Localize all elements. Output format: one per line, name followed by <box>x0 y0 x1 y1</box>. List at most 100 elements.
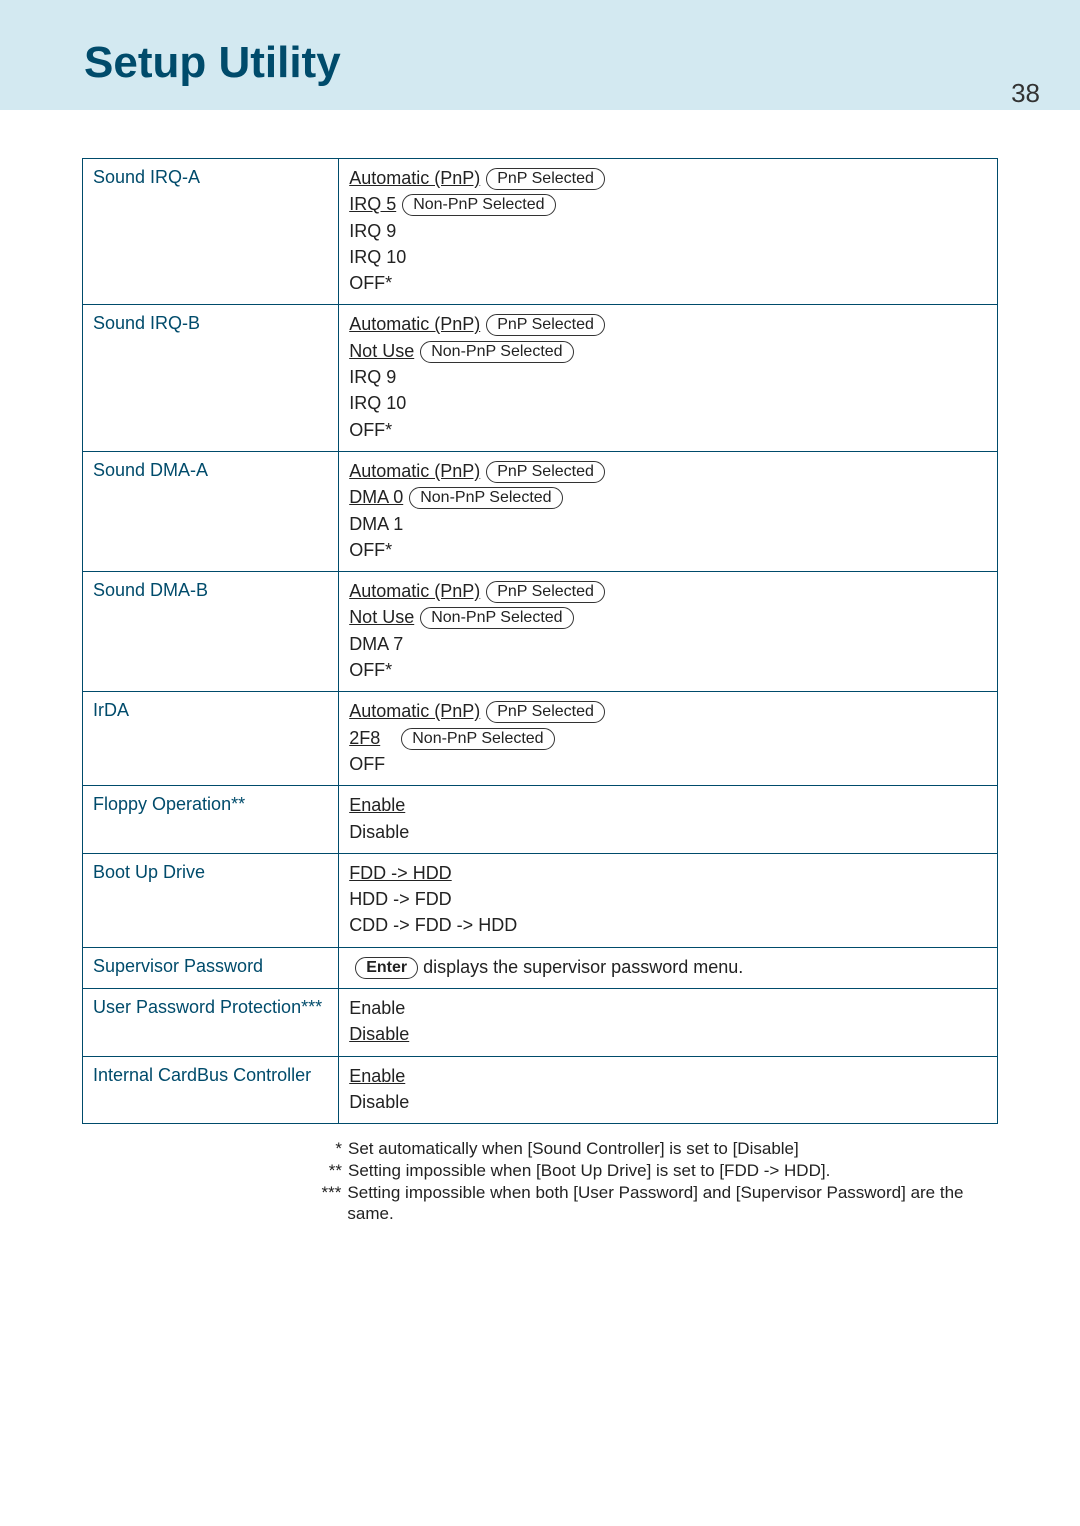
header-band: Setup Utility 38 <box>0 0 1080 110</box>
option-text: Automatic (PnP) <box>349 701 480 721</box>
pnp-pill: PnP Selected <box>486 314 605 336</box>
footnote-text: Setting impossible when [Boot Up Drive] … <box>348 1160 830 1182</box>
table-row: Floppy Operation**EnableDisable <box>83 786 998 854</box>
nonpnp-pill: Non-PnP Selected <box>401 728 554 750</box>
option-line: Automatic (PnP) PnP Selected <box>349 311 987 337</box>
nonpnp-pill: Non-PnP Selected <box>409 487 562 509</box>
setting-options: EnableDisable <box>339 786 998 854</box>
option-text: FDD -> HDD <box>349 863 452 883</box>
setting-options: Enable Disable <box>339 989 998 1057</box>
option-line: Automatic (PnP) PnP Selected <box>349 698 987 724</box>
option-line: Automatic (PnP) PnP Selected <box>349 578 987 604</box>
option-line: HDD -> FDD <box>349 886 987 912</box>
option-text: Automatic (PnP) <box>349 581 480 601</box>
setting-label: Floppy Operation** <box>83 786 339 854</box>
option-text: Enable <box>349 1066 405 1086</box>
page-title: Setup Utility <box>84 38 341 88</box>
option-line: Disable <box>349 819 987 845</box>
table-row: Sound DMA-BAutomatic (PnP)PnP SelectedNo… <box>83 572 998 692</box>
table-row: Sound DMA-AAutomatic (PnP)PnP SelectedDM… <box>83 451 998 571</box>
option-line: Enable <box>349 995 987 1021</box>
footnote-mark: ** <box>318 1160 348 1182</box>
table-row: Supervisor Password Enter displays the su… <box>83 947 998 988</box>
page-number: 38 <box>1011 78 1040 109</box>
option-text: OFF* <box>349 660 392 680</box>
table-row: Internal CardBus ControllerEnableDisable <box>83 1056 998 1124</box>
option-text: CDD -> FDD -> HDD <box>349 915 517 935</box>
option-line: Enable <box>349 1063 987 1089</box>
setting-label: User Password Protection*** <box>83 989 339 1057</box>
enter-key-pill: Enter <box>355 957 418 979</box>
option-line: OFF* <box>349 417 987 443</box>
setting-label: IrDA <box>83 692 339 786</box>
option-text: OFF* <box>349 420 392 440</box>
setting-options: Automatic (PnP)PnP Selected2F8 Non-PnP S… <box>339 692 998 786</box>
setting-options: Enter displays the supervisor password m… <box>339 947 998 988</box>
option-line: FDD -> HDD <box>349 860 987 886</box>
option-text: DMA 7 <box>349 634 403 654</box>
option-text: IRQ 10 <box>349 393 406 413</box>
option-text: 2F8 <box>349 728 380 748</box>
option-line: OFF* <box>349 657 987 683</box>
setting-label: Sound IRQ-A <box>83 159 339 305</box>
footnote-text: Setting impossible when both [User Passw… <box>347 1182 998 1226</box>
settings-table: Sound IRQ-A Automatic (PnP) PnP Selected IR… <box>82 158 998 1124</box>
setting-options: Enable Disable <box>339 1056 998 1124</box>
setting-label: Sound DMA-A <box>83 451 339 571</box>
footnote-mark: * <box>318 1138 348 1160</box>
option-text: HDD -> FDD <box>349 889 452 909</box>
option-text: Automatic (PnP) <box>349 461 480 481</box>
option-line: IRQ 10 <box>349 244 987 270</box>
option-line: DMA 0 Non-PnP Selected <box>349 484 987 510</box>
option-text: IRQ 10 <box>349 247 406 267</box>
option-text: Automatic (PnP) <box>349 168 480 188</box>
option-text: DMA 1 <box>349 514 403 534</box>
setting-label: Supervisor Password <box>83 947 339 988</box>
pnp-pill: PnP Selected <box>486 581 605 603</box>
option-text: OFF* <box>349 540 392 560</box>
pnp-pill: PnP Selected <box>486 461 605 483</box>
footnote: ***Setting impossible when both [User Pa… <box>318 1182 998 1226</box>
option-line: Disable <box>349 1089 987 1115</box>
option-line: CDD -> FDD -> HDD <box>349 912 987 938</box>
footnote-mark: *** <box>318 1182 347 1226</box>
option-line: OFF* <box>349 537 987 563</box>
table-row: Sound IRQ-BAutomatic (PnP)PnP SelectedNo… <box>83 305 998 451</box>
option-line: OFF* <box>349 270 987 296</box>
option-line: IRQ 9 <box>349 218 987 244</box>
option-text: DMA 0 <box>349 487 403 507</box>
nonpnp-pill: Non-PnP Selected <box>420 341 573 363</box>
option-line: Not Use Non-PnP Selected <box>349 604 987 630</box>
option-text: IRQ 5 <box>349 194 396 214</box>
option-text: IRQ 9 <box>349 221 396 241</box>
option-text: Disable <box>349 1024 409 1044</box>
option-line: 2F8 Non-PnP Selected <box>349 725 987 751</box>
table-row: IrDAAutomatic (PnP)PnP Selected2F8 Non-P… <box>83 692 998 786</box>
nonpnp-pill: Non-PnP Selected <box>420 607 573 629</box>
pnp-pill: PnP Selected <box>486 168 605 190</box>
option-text: Not Use <box>349 341 414 361</box>
option-text: Not Use <box>349 607 414 627</box>
table-row: User Password Protection*** Enable Disable <box>83 989 998 1057</box>
setting-options: Automatic (PnP) PnP Selected IRQ 5 Non-PnP … <box>339 159 998 305</box>
option-text: OFF <box>349 754 385 774</box>
footnote: **Setting impossible when [Boot Up Drive… <box>318 1160 998 1182</box>
table-row: Boot Up DriveFDD -> HDDHDD -> FDDCDD -> … <box>83 853 998 947</box>
pnp-pill: PnP Selected <box>486 701 605 723</box>
setting-options: Automatic (PnP) PnP Selected Not Use Non-Pn… <box>339 305 998 451</box>
option-line: Enable <box>349 792 987 818</box>
option-line: Enter displays the supervisor password m… <box>349 954 987 980</box>
option-line: Automatic (PnP) PnP Selected <box>349 458 987 484</box>
supervisor-text: displays the supervisor password menu. <box>418 957 743 977</box>
option-line: Disable <box>349 1021 987 1047</box>
setting-options: Automatic (PnP) PnP Selected Not Use Non-Pn… <box>339 572 998 692</box>
setting-label: Sound DMA-B <box>83 572 339 692</box>
option-line: Automatic (PnP) PnP Selected <box>349 165 987 191</box>
option-text: Enable <box>349 998 405 1018</box>
option-text: Automatic (PnP) <box>349 314 480 334</box>
nonpnp-pill: Non-PnP Selected <box>402 194 555 216</box>
option-line: DMA 7 <box>349 631 987 657</box>
table-row: Sound IRQ-A Automatic (PnP) PnP Selected IR… <box>83 159 998 305</box>
option-text: IRQ 9 <box>349 367 396 387</box>
footnotes: *Set automatically when [Sound Controlle… <box>82 1138 998 1225</box>
